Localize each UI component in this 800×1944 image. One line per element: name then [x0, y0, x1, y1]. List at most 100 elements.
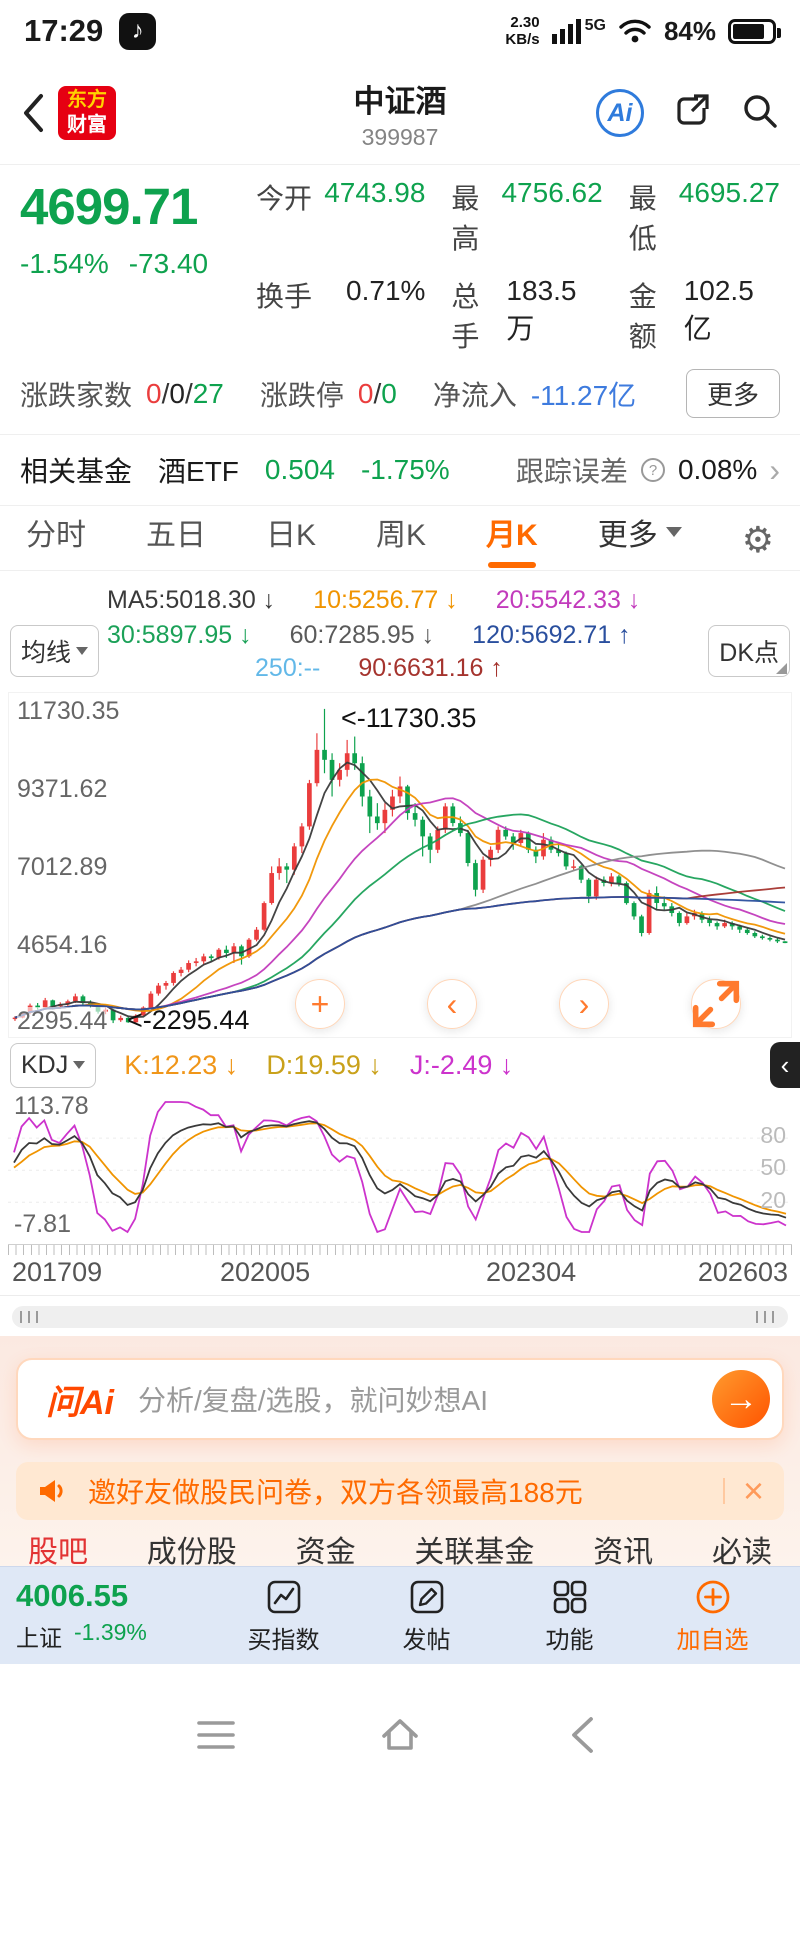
- ai-submit-button[interactable]: →: [712, 1370, 770, 1428]
- subtab-成份股[interactable]: 成份股: [146, 1536, 237, 1566]
- chevron-right-icon: ›: [769, 452, 780, 488]
- y-axis-tick: 4654.16: [17, 931, 108, 960]
- kdj-chart[interactable]: 113.78 -7.81 80 50 20: [8, 1092, 792, 1242]
- lower-section: 问Ai 分析/复盘/选股，就问妙想AI → 邀好友做股民问卷，双方各领最高188…: [0, 1336, 800, 1566]
- fullscreen-button[interactable]: [691, 979, 741, 1029]
- nav-post[interactable]: 发帖: [355, 1577, 498, 1655]
- ai-search-bar[interactable]: 问Ai 分析/复盘/选股，就问妙想AI →: [16, 1358, 784, 1440]
- candlestick-canvas: [12, 708, 788, 1024]
- gear-icon[interactable]: ⚙: [741, 519, 774, 560]
- subtab-资金[interactable]: 资金: [295, 1536, 356, 1566]
- status-bar: 17:29 ♪ 2.30 KB/s 5G 84%: [0, 0, 800, 62]
- stat-金额: 金额 102.5亿: [628, 275, 754, 352]
- subtab-股吧[interactable]: 股吧: [28, 1536, 88, 1566]
- network-speed: 2.30 KB/s: [505, 14, 539, 48]
- chart-scrollbar[interactable]: [12, 1306, 788, 1328]
- sub-tabs: 股吧 成份股 资金 关联基金 资讯 必读: [0, 1520, 800, 1566]
- ai-button[interactable]: Ai: [596, 89, 644, 137]
- chevron-down-icon: [73, 1061, 86, 1069]
- indicator-selector-button[interactable]: KDJ: [10, 1042, 97, 1088]
- tab-分时[interactable]: 分时: [26, 519, 86, 552]
- more-button[interactable]: 更多: [685, 369, 780, 418]
- recent-apps-button[interactable]: [193, 1712, 239, 1758]
- tracking-error-label: 跟踪误差: [515, 456, 628, 487]
- ma-row1: MA5:5018.30 ↓ 10:5256.77 ↓ 20:5542.33 ↓: [107, 583, 700, 618]
- ma-row3: 250:-- 90:6631.16 ↑: [107, 653, 700, 684]
- svg-text:?: ?: [649, 462, 657, 479]
- breadth-row: 涨跌家数 0/0/27 涨跌停 0/0 净流入 -11.27亿 更多: [0, 359, 800, 434]
- zoom-in-button[interactable]: +: [295, 979, 345, 1029]
- collapse-panel-tab[interactable]: ‹: [770, 1042, 800, 1088]
- back-button[interactable]: [20, 90, 54, 136]
- battery-icon: [728, 18, 781, 44]
- limit-value: 0/0: [357, 377, 397, 409]
- nav-buy-index[interactable]: 买指数: [212, 1577, 355, 1655]
- ma-label-MA5: MA5:5018.30 ↓: [107, 586, 276, 614]
- tab-more[interactable]: 更多: [598, 510, 682, 570]
- promo-banner[interactable]: 邀好友做股民问卷，双方各领最高188元 ×: [16, 1462, 784, 1520]
- scroll-right-grip[interactable]: [756, 1311, 780, 1323]
- chart-scroll-area: [0, 1295, 800, 1336]
- network-speed-unit: KB/s: [505, 31, 540, 48]
- search-button[interactable]: [740, 91, 780, 136]
- page-title: 中证酒: [353, 83, 447, 119]
- limit-label: 涨跌停: [259, 379, 344, 411]
- change-amount: -73.40: [128, 248, 209, 279]
- share-button[interactable]: [672, 91, 712, 136]
- advancers-value: 0/0/27: [146, 377, 224, 409]
- ma-label-250: 250:--: [255, 654, 321, 682]
- ma-selector-button[interactable]: 均线: [10, 625, 100, 677]
- change-percent: -1.54%: [20, 248, 109, 279]
- promo-text: 邀好友做股民问卷，双方各领最高188元: [88, 1477, 583, 1508]
- wifi-icon: [619, 19, 651, 43]
- back-nav-button[interactable]: [561, 1712, 607, 1758]
- kdj-canvas: [8, 1101, 792, 1234]
- fund-name: 酒ETF: [158, 456, 239, 487]
- subtab-必读[interactable]: 必读: [711, 1536, 772, 1566]
- index-name: 上证: [16, 1625, 62, 1651]
- index-quote-item[interactable]: 4006.55 上证 -1.39%: [16, 1578, 212, 1653]
- pan-left-button[interactable]: ‹: [427, 979, 477, 1029]
- stat-最高: 最高 4756.62: [451, 177, 603, 254]
- indicator-bar: KDJ K:12.23 ↓ D:19.59 ↓ J:-2.49 ↓ ‹: [0, 1038, 800, 1092]
- pan-right-button[interactable]: ›: [559, 979, 609, 1029]
- home-button[interactable]: [377, 1712, 423, 1758]
- stat-换手: 换手 0.71%: [256, 275, 426, 312]
- divider: [722, 1478, 725, 1504]
- title-block: 中证酒 399987: [354, 76, 447, 151]
- kdj-y-max: 113.78: [14, 1092, 89, 1120]
- quote-stats-grid: 今开 4743.98 最高 4756.62 最低 4695.27 换手 0.71% 总手 183.…: [256, 177, 780, 355]
- dk-button[interactable]: DK点: [708, 625, 790, 677]
- scroll-left-grip[interactable]: [20, 1311, 44, 1323]
- bottom-nav: 4006.55 上证 -1.39% 买指数 发帖 功能 加自选: [0, 1566, 800, 1664]
- tab-月K[interactable]: 月K: [486, 510, 538, 570]
- buy-index-icon: [267, 1580, 300, 1613]
- candlestick-chart[interactable]: 11730.35 9371.62 7012.89 4654.16 2295.44…: [8, 692, 792, 1038]
- close-icon[interactable]: ×: [742, 1470, 764, 1511]
- low-annotation: <-2295.44: [127, 1005, 250, 1035]
- tab-周K[interactable]: 周K: [376, 519, 427, 552]
- network-type-label: 5G: [584, 17, 606, 34]
- kdj-grid-label: 20: [760, 1187, 786, 1213]
- fund-change: -1.75%: [360, 454, 450, 485]
- related-fund-row[interactable]: 相关基金 酒ETF 0.504 -1.75% 跟踪误差 ? 0.08% ›: [0, 435, 800, 505]
- system-nav-bar: [0, 1664, 800, 1944]
- x-axis-label: 202304: [486, 1257, 577, 1287]
- inflow-label: 净流入: [432, 379, 517, 411]
- subtab-关联基金[interactable]: 关联基金: [414, 1536, 535, 1566]
- stat-最低: 最低 4695.27: [628, 177, 780, 254]
- index-value: 4006.55: [16, 1578, 129, 1613]
- tracking-error-value: 0.08%: [677, 454, 758, 485]
- plus-circle-icon: [696, 1580, 729, 1613]
- help-icon[interactable]: ?: [640, 457, 666, 483]
- ma-label-10: 10:5256.77 ↓: [313, 586, 458, 614]
- nav-functions[interactable]: 功能: [498, 1577, 641, 1655]
- stock-code: 399987: [361, 123, 439, 150]
- stat-总手: 总手 183.5万: [451, 275, 577, 352]
- subtab-资讯[interactable]: 资讯: [593, 1536, 654, 1566]
- tab-日K[interactable]: 日K: [266, 519, 317, 552]
- nav-add-watchlist[interactable]: 加自选: [641, 1577, 784, 1655]
- ma-label-120: 120:5692.71 ↑: [472, 621, 631, 649]
- quote-panel: 4699.71 -1.54% -73.40 今开 4743.98 最高 4756.62…: [0, 165, 800, 359]
- tab-五日[interactable]: 五日: [146, 519, 206, 552]
